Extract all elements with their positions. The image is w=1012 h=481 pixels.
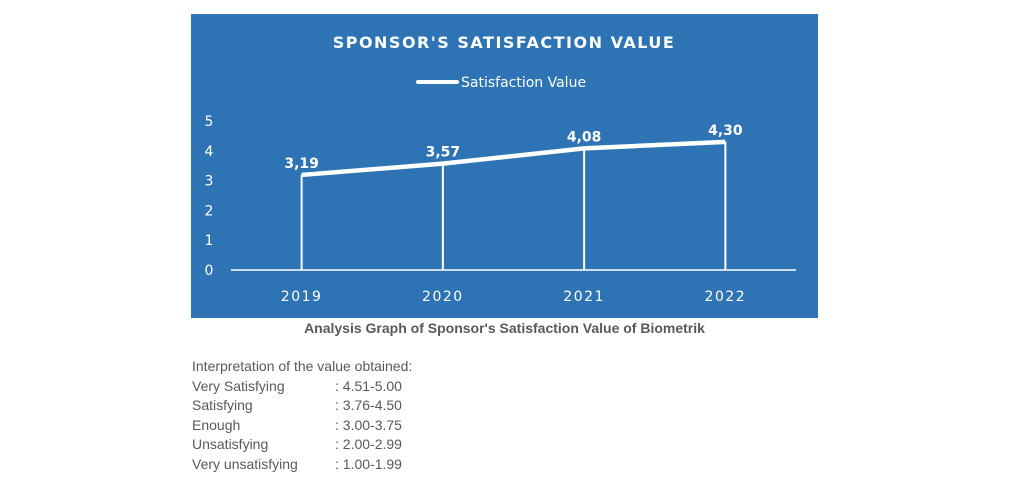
interpretation-category: Very unsatisfying (192, 455, 298, 472)
interpretation-row: Very unsatisfying : 1.00-1.99 (192, 455, 412, 475)
y-axis-ticks: 0 1 2 3 4 5 (205, 114, 214, 279)
interpretation-range: : 3.00-3.75 (335, 416, 402, 433)
interpretation-row: Enough : 3.00-3.75 (192, 416, 412, 436)
chart-caption: Analysis Graph of Sponsor's Satisfaction… (304, 320, 705, 336)
y-tick-label-2: 2 (205, 203, 214, 219)
y-tick-label-4: 4 (205, 144, 214, 160)
data-label-2022: 4,30 (708, 123, 743, 139)
legend-label: Satisfaction Value (461, 75, 586, 91)
line-chart: SPONSOR'S SATISFACTION VALUE Satisfactio… (205, 33, 796, 305)
interpretation-category: Enough (192, 416, 241, 433)
interpretation-range: : 1.00-1.99 (335, 455, 402, 472)
interpretation-heading: Interpretation of the value obtained: (192, 358, 413, 374)
x-tick-label-2020: 2020 (422, 289, 464, 305)
x-axis-ticks: 2019 2020 2021 2022 (281, 289, 747, 305)
interpretation-category: Very Satisfying (192, 377, 285, 394)
data-label-2019: 3,19 (284, 156, 319, 172)
x-tick-label-2022: 2022 (705, 289, 747, 305)
interpretation-range: : 4.51-5.00 (335, 377, 402, 394)
series-line-satisfaction-value (301, 139, 726, 178)
interpretation-row: Satisfying : 3.76-4.50 (192, 396, 412, 416)
interpretation-row: Unsatisfying : 2.00-2.99 (192, 435, 412, 455)
interpretation-category: Satisfying (192, 397, 253, 413)
chart-panel: SPONSOR'S SATISFACTION VALUE Satisfactio… (191, 14, 818, 318)
data-label-2020: 3,57 (426, 145, 461, 161)
data-labels: 3,19 3,57 4,08 4,30 (284, 123, 743, 172)
drop-lines (300, 141, 727, 270)
interpretation-range: : 3.76-4.50 (335, 397, 402, 413)
y-tick-label-3: 3 (205, 174, 214, 190)
chart-title: SPONSOR'S SATISFACTION VALUE (333, 33, 676, 52)
x-tick-label-2019: 2019 (281, 289, 323, 305)
interpretation-block: Interpretation of the value obtained: Ve… (192, 357, 412, 474)
data-label-2021: 4,08 (567, 129, 602, 145)
interpretation-row: Very Satisfying : 4.51-5.00 (192, 377, 412, 397)
y-tick-label-1: 1 (205, 233, 214, 249)
y-tick-label-5: 5 (205, 114, 214, 130)
interpretation-category: Unsatisfying (192, 436, 269, 452)
interpretation-range: : 2.00-2.99 (335, 436, 402, 452)
x-tick-label-2021: 2021 (563, 289, 605, 305)
y-tick-label-0: 0 (205, 263, 214, 279)
